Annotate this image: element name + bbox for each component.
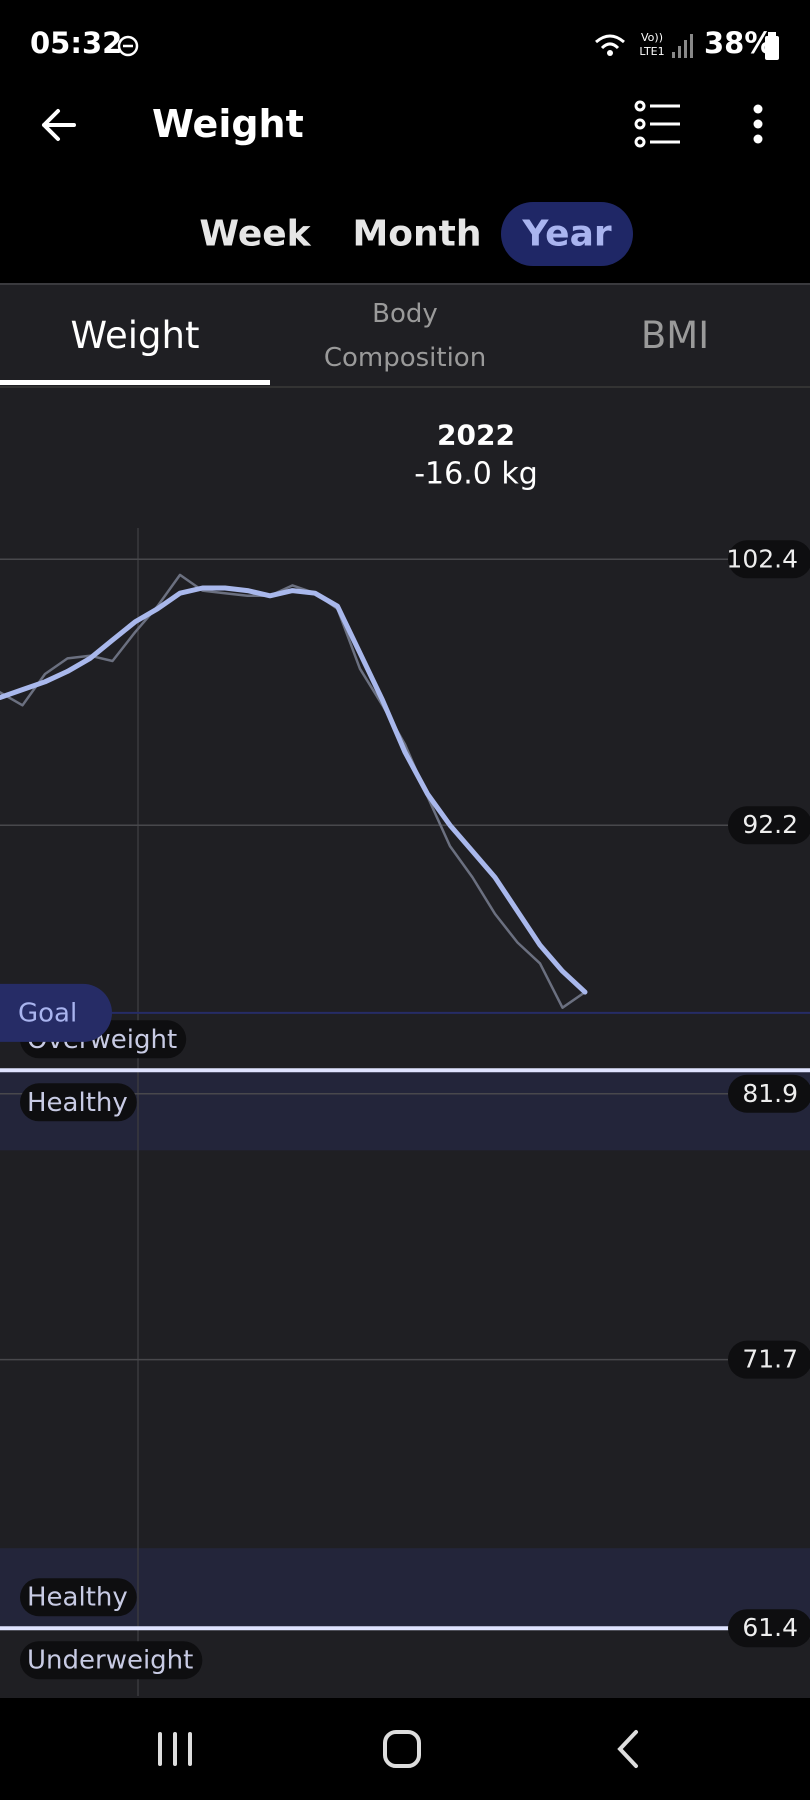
y-tick-label: 102.4 (726, 544, 798, 573)
summary-change: -16.0 kg (414, 456, 538, 492)
svg-text:LTE1: LTE1 (639, 45, 664, 58)
zone-label-group: Underweight (20, 1641, 203, 1680)
list-button[interactable] (632, 100, 682, 148)
y-tick-label: 71.7 (742, 1345, 798, 1374)
signal-icons: Vo))LTE1 (595, 31, 693, 58)
summary-period: 2022 (437, 418, 515, 452)
goal-label: Goal (18, 998, 77, 1028)
tick-pill (728, 1340, 810, 1379)
goal-pill (0, 983, 112, 1042)
metric-tab[interactable]: Weight (70, 314, 200, 357)
dnd-icon (117, 35, 139, 57)
period-tab[interactable]: Week (199, 213, 311, 255)
healthy-zone (0, 1070, 810, 1151)
tick-pill (728, 1074, 810, 1113)
chart: 102.492.281.971.761.4OverweightHealthyHe… (0, 528, 810, 1696)
zone-label: Healthy (27, 1583, 128, 1613)
y-tick-label: 92.2 (742, 810, 798, 839)
svg-text:Vo)): Vo)) (641, 31, 663, 44)
selected-pill (501, 202, 633, 266)
period-tab[interactable]: Year (522, 213, 612, 255)
weight-line (0, 573, 587, 1009)
y-tick-label: 81.9 (742, 1079, 798, 1108)
zone-label: Underweight (27, 1646, 193, 1676)
zone-label-pill (20, 1641, 203, 1680)
more-button[interactable] (748, 104, 768, 148)
metric-tab[interactable]: BMI (640, 314, 710, 357)
nav-buttons (158, 1730, 638, 1768)
home-button[interactable] (383, 1730, 421, 1768)
nav-bar (0, 1698, 810, 1800)
battery-level: 38% (704, 26, 774, 60)
content-panel (0, 285, 810, 1698)
recents-button[interactable] (158, 1732, 192, 1766)
metric-tab[interactable]: Body Composition (323, 299, 487, 373)
page-title: Weight (152, 102, 304, 146)
back-button[interactable] (38, 104, 80, 146)
zone-label-group: Healthy (20, 1083, 137, 1122)
zone-label: Healthy (27, 1088, 128, 1118)
tick-pill (728, 1609, 810, 1648)
period-tab[interactable]: Month (352, 213, 482, 255)
zone-label-pill (20, 1083, 137, 1122)
healthy-zone (0, 1548, 810, 1629)
back-nav-button[interactable] (617, 1730, 638, 1768)
status-time: 05:32 (30, 26, 123, 60)
weight-line (0, 585, 588, 995)
y-tick-label: 61.4 (742, 1613, 798, 1642)
zone-label-group: Healthy (20, 1578, 137, 1617)
divider (0, 283, 810, 285)
zone-label-pill (20, 1578, 137, 1617)
divider (0, 386, 810, 388)
tick-pill (728, 806, 810, 845)
battery-icon (765, 32, 779, 60)
tab-underline (0, 380, 270, 385)
tick-pill (728, 540, 810, 579)
